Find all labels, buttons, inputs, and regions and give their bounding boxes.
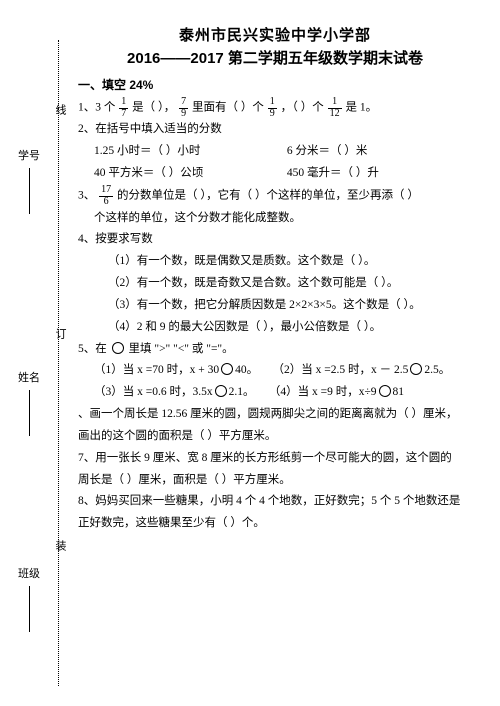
fraction: 17: [119, 97, 128, 119]
q4-head: 4、按要求写数: [78, 229, 472, 251]
exam-page: 线 订 装 学号 姓名 班级 泰州市民兴实验中学小学部 2016——2017 第…: [0, 0, 500, 706]
section-1-header: 一、填空 24%: [78, 76, 472, 93]
underline: [29, 586, 30, 632]
q7-line2: 周长是（ ）厘米，面积是（ ）平方厘米。: [78, 470, 472, 492]
margin-label-name: 姓名: [10, 370, 48, 439]
fraction: 112: [328, 97, 342, 119]
q3-line2: 个这样的单位，这个分数才能化成整数。: [78, 208, 472, 230]
q4-d: （4）2 和 9 的最大公因数是（ ），最小公倍数是（ ）。: [78, 317, 472, 339]
q8-line1: 8、妈妈买回来一些糖果，小明 4 个 4 个地数，正好数完；5 个 5 个地数还…: [78, 491, 472, 513]
fraction: 176: [99, 185, 113, 207]
q4-a: （1）有一个数，既是偶数又是质数。这个数是（ ）。: [78, 251, 472, 273]
q1: 1、3 个 17 是（ ）， 79 里面有（ ）个 19 ，（ ）个 112 是…: [78, 97, 472, 119]
q7-line1: 7、用一张长 9 厘米、宽 8 厘米的长方形纸剪一个尽可能大的圆，这个圆的: [78, 448, 472, 470]
circle-blank-icon: [379, 385, 391, 397]
q6-line1: 、画一个周长是 12.56 厘米的圆，圆规两脚尖之间的距离离就为（ ）厘米，: [78, 404, 472, 426]
underline: [29, 168, 30, 214]
q8-line2: 正好数完，这些糖果至少有（ ）个。: [78, 513, 472, 535]
q2-row2: 40 平方米＝（ ）公顷 450 毫升＝（ ）升: [78, 163, 472, 185]
q5-row1: （1）当 x =70 时，x + 3040。 （2）当 x =2.5 时，x －…: [78, 360, 472, 382]
page-title-2: 2016——2017 第二学期五年级数学期末试卷: [78, 47, 472, 68]
q5-head: 5、在 里填 ">" "<" 或 "="。: [78, 339, 472, 361]
q4-c: （3）有一个数，把它分解质因数是 2×2×3×5。这个数是（ ）。: [78, 295, 472, 317]
q2-head: 2、在括号中填入适当的分数: [78, 119, 472, 141]
q5-row2: （3）当 x =0.6 时，3.5x2.1。 （4）当 x =9 时，x÷981: [78, 382, 472, 404]
q6-line2: 画出的这个圆的面积是（ ）平方厘米。: [78, 426, 472, 448]
fraction: 19: [268, 97, 277, 119]
circle-blank-icon: [215, 385, 227, 397]
q4-b: （2）有一个数，既是奇数又是合数。这个数可能是（ ）。: [78, 273, 472, 295]
binding-margin: 线 订 装 学号 姓名 班级: [0, 0, 78, 706]
underline: [29, 390, 30, 436]
circle-blank-icon: [112, 342, 124, 354]
cut-mark-zhuang: 装: [52, 540, 68, 551]
dotted-fold-line: [58, 40, 59, 686]
cut-mark-ding: 订: [52, 328, 68, 339]
circle-blank-icon: [410, 363, 422, 375]
q3-line1: 3、 176 的分数单位是（ ），它有（ ）个这样的单位，至少再添（ ）: [78, 185, 472, 207]
cut-mark-xian: 线: [52, 104, 68, 115]
circle-blank-icon: [221, 363, 233, 375]
q2-row1: 1.25 小时＝（ ）小时 6 分米＝（ ）米: [78, 141, 472, 163]
margin-label-student-id: 学号: [10, 148, 48, 217]
fraction: 79: [179, 97, 188, 119]
margin-label-class: 班级: [10, 566, 48, 635]
page-title-1: 泰州市民兴实验中学小学部: [78, 24, 472, 45]
